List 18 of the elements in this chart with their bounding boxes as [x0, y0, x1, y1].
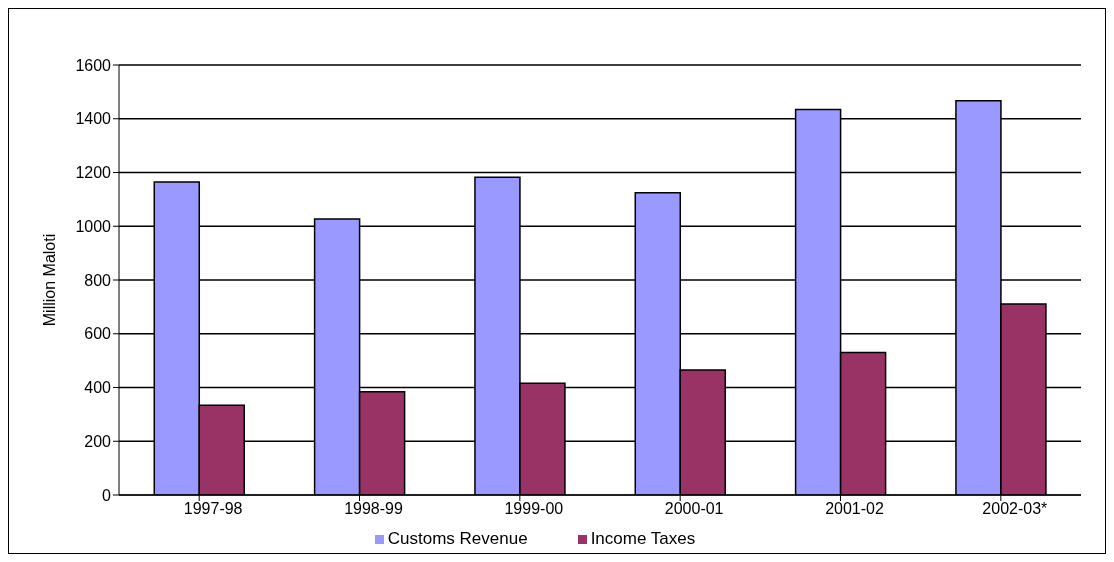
x-tick-label: 2001-02 — [825, 500, 884, 518]
y-tick-label: 0 — [102, 486, 112, 504]
y-tick-label: 1000 — [75, 217, 112, 235]
y-tick-label: 200 — [84, 432, 112, 450]
legend-label: Income Taxes — [590, 529, 696, 548]
legend-label: Customs Revenue — [387, 529, 528, 548]
y-tick-label: 800 — [84, 271, 112, 289]
y-tick-label: 1200 — [75, 164, 112, 182]
x-tick-label: 1999-00 — [504, 500, 564, 518]
x-tick-label: 2002-03* — [982, 500, 1048, 518]
y-axis-title: Million Maloti — [40, 233, 58, 327]
y-tick-label: 400 — [84, 379, 112, 397]
x-tick-label: 1998-99 — [344, 500, 403, 518]
y-tick-label: 600 — [84, 325, 112, 343]
y-tick-label: 1600 — [75, 56, 112, 74]
x-tick-label: 1997-98 — [183, 500, 243, 518]
y-tick-label: 1400 — [75, 110, 112, 128]
x-tick-label: 2000-01 — [664, 500, 724, 518]
